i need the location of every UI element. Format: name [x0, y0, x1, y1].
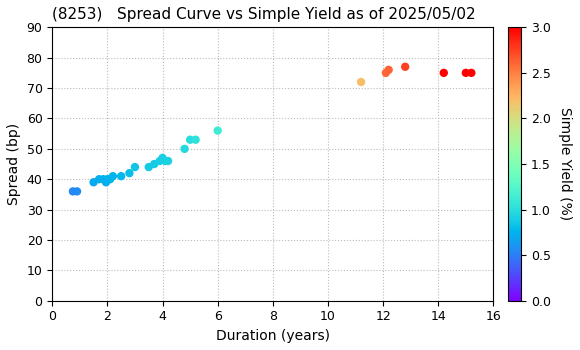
Point	[191, 137, 200, 142]
Point	[95, 176, 104, 182]
Point	[144, 164, 153, 170]
Point	[357, 79, 366, 85]
Point	[117, 173, 126, 179]
Y-axis label: Simple Yield (%): Simple Yield (%)	[558, 107, 572, 220]
Point	[72, 189, 82, 194]
Point	[125, 170, 134, 176]
Point	[102, 180, 111, 185]
Point	[401, 64, 410, 70]
Point	[68, 189, 78, 194]
Point	[164, 158, 173, 164]
Point	[180, 146, 189, 152]
Point	[158, 155, 167, 161]
Point	[461, 70, 470, 76]
Point	[150, 161, 159, 167]
Point	[155, 158, 164, 164]
Point	[213, 128, 222, 133]
Point	[186, 137, 195, 142]
Point	[89, 180, 98, 185]
Point	[106, 176, 115, 182]
Point	[103, 176, 112, 182]
X-axis label: Duration (years): Duration (years)	[216, 329, 330, 343]
Point	[384, 67, 393, 72]
Point	[467, 70, 476, 76]
Y-axis label: Spread (bp): Spread (bp)	[7, 123, 21, 205]
Point	[439, 70, 448, 76]
Point	[108, 173, 118, 179]
Text: (8253)   Spread Curve vs Simple Yield as of 2025/05/02: (8253) Spread Curve vs Simple Yield as o…	[52, 7, 476, 22]
Point	[161, 158, 170, 164]
Point	[130, 164, 140, 170]
Point	[99, 176, 108, 182]
Point	[381, 70, 390, 76]
